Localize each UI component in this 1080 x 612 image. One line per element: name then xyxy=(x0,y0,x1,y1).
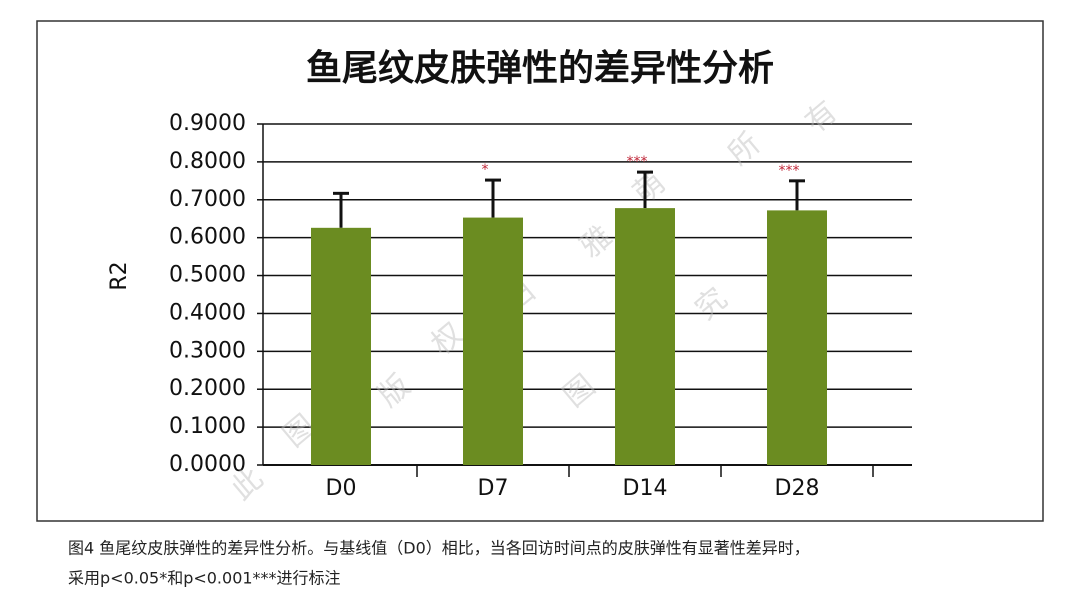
y-tick-label: 0.1000 xyxy=(169,414,246,439)
significance-label: *** xyxy=(779,163,800,179)
x-tick-label: D7 xyxy=(478,476,509,501)
x-tick-label: D28 xyxy=(775,476,820,501)
chart-title: 鱼尾纹皮肤弹性的差异性分析 xyxy=(306,48,774,89)
y-tick-label: 0.7000 xyxy=(169,187,246,212)
bar xyxy=(767,210,827,465)
chart-frame xyxy=(36,20,1044,522)
y-tick-label: 0.4000 xyxy=(169,300,246,325)
y-tick-label: 0.8000 xyxy=(169,149,246,174)
x-tick-label: D0 xyxy=(326,476,357,501)
y-tick-label: 0.2000 xyxy=(169,376,246,401)
y-tick-label: 0.0000 xyxy=(169,452,246,477)
y-axis-label: R2 xyxy=(107,261,132,290)
caption: 图4 鱼尾纹皮肤弹性的差异性分析。与基线值（D0）相比，当各回访时间点的皮肤弹性… xyxy=(68,539,810,558)
significance-label: *** xyxy=(627,154,648,170)
caption: 采用p<0.05*和p<0.001***进行标注 xyxy=(68,569,341,588)
bar xyxy=(615,208,675,465)
y-tick-label: 0.6000 xyxy=(169,225,246,250)
significance-label: * xyxy=(482,162,489,178)
y-tick-label: 0.9000 xyxy=(169,111,246,136)
bar xyxy=(311,227,371,465)
bar xyxy=(463,217,523,465)
x-tick-label: D14 xyxy=(623,476,668,501)
y-tick-label: 0.3000 xyxy=(169,338,246,363)
y-tick-label: 0.5000 xyxy=(169,263,246,288)
